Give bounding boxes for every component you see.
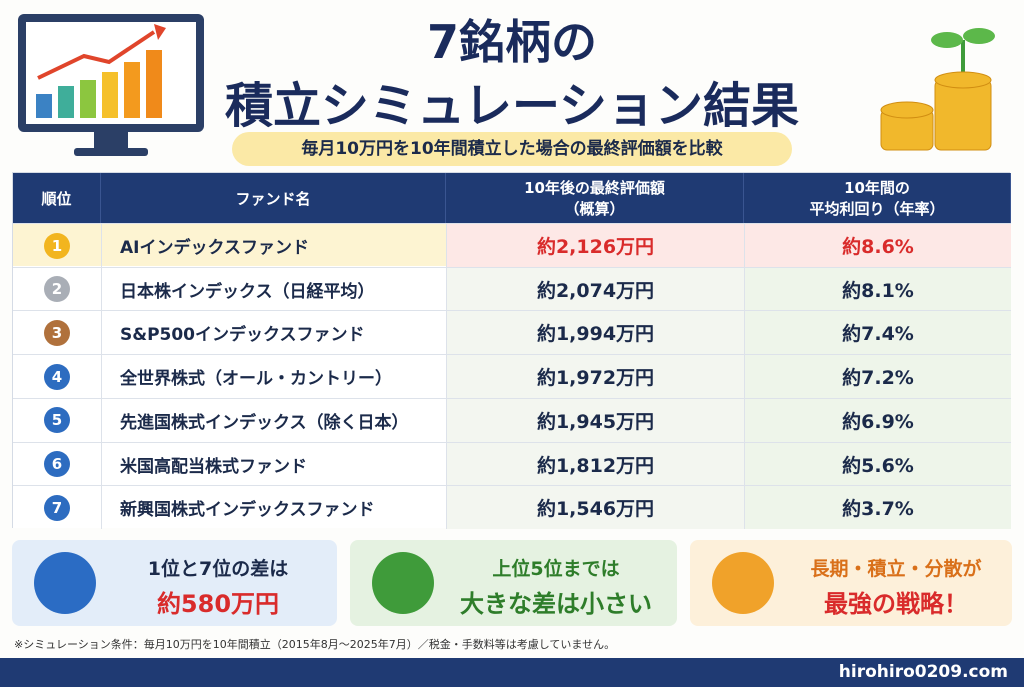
rank-badge: 2 [44, 276, 70, 303]
subtitle: 毎月10万円を10年間積立した場合の最終評価額を比較 [232, 132, 792, 166]
table-cell: 約2,074万円 [446, 267, 744, 311]
table-cell: 約6.9% [744, 398, 1011, 442]
rank-badge: 5 [44, 407, 70, 434]
highlight-text: 上位5位までは [492, 558, 620, 580]
table-cell: 全世界株式（オール・カントリー） [101, 355, 446, 399]
table-cell: 約7.4% [744, 311, 1011, 355]
table-cell: 約3.7% [744, 486, 1011, 530]
header-text: 順位 [41, 189, 72, 208]
rank-badge: 6 [44, 451, 70, 477]
highlight-box: 長期・積立・分散が最強の戦略！ [690, 540, 1012, 626]
rank-badge: 4 [44, 363, 70, 390]
rank-badge: 1 [44, 232, 70, 259]
title: 7銘柄の [426, 15, 597, 69]
table-cell: 米国高配当株式ファンド [101, 442, 446, 486]
table-cell: 4 [13, 355, 101, 398]
coins-icon [880, 28, 995, 151]
table-cell: 約7.2% [744, 355, 1011, 399]
table-row: 7 新興国株式インデックスファンド 約1,546万円 約3.7% [13, 485, 1011, 530]
table-cell: 7 [13, 486, 101, 529]
table-cell: 約1,945万円 [446, 398, 744, 442]
table-row: 4 全世界株式（オール・カントリー） 約1,972万円 約7.2% [13, 354, 1011, 399]
table-cell: 1 [13, 224, 101, 267]
highlight-box: 上位5位までは大きな差は小さい [350, 540, 677, 626]
table-row: 5 先進国株式インデックス（除く日本） 約1,945万円 約6.9% [13, 397, 1011, 442]
header-text: ファンド名 [235, 189, 311, 208]
table-cell: 6 [13, 443, 101, 486]
table-cell: 約1,546万円 [446, 486, 744, 530]
table-row: 2 日本株インデックス（日経平均） 約2,074万円 約8.1% [13, 266, 1011, 311]
table-cell: 5 [13, 399, 101, 442]
header-text: 10年間の [844, 179, 910, 197]
rank-badge: 7 [44, 494, 70, 521]
highlight-text: 最強の戦略！ [824, 590, 968, 618]
table-cell: 約1,972万円 [446, 355, 744, 399]
table-row: 3 S&P500インデックスファンド 約1,994万円 約7.4% [13, 310, 1011, 355]
table-cell: 3 [13, 311, 101, 354]
column-header: 10年後の最終評価額 （概算） [446, 173, 744, 223]
table-cell: 約1,994万円 [446, 311, 744, 355]
table-cell: 約8.1% [744, 267, 1011, 311]
footnote: ※シミュレーション条件：毎月10万円を10年間積立（2015年8月～2025年7… [14, 638, 616, 651]
table-cell: 約2,126万円 [446, 224, 744, 267]
table-cell: AIインデックスファンド [101, 224, 446, 267]
header-text: 10年後の最終評価額 [524, 179, 665, 197]
table-cell: 約5.6% [744, 442, 1011, 486]
column-header: ファンド名 [101, 173, 446, 223]
rank-badge: 3 [44, 319, 70, 346]
table-cell: S&P500インデックスファンド [101, 311, 446, 355]
footer: hirohiro0209.com [0, 658, 1024, 687]
monitor-icon [18, 14, 204, 156]
highlight-text: 大きな差は小さい [460, 590, 652, 618]
table-row: 6 米国高配当株式ファンド 約1,812万円 約5.6% [13, 441, 1011, 486]
table-cell: 先進国株式インデックス（除く日本） [101, 398, 446, 442]
column-header: 10年間の平均利回り（年率） [744, 173, 1011, 223]
column-header: 順位 [13, 173, 101, 223]
highlight-text: 約580万円 [156, 590, 280, 618]
highlight-text: 長期・積立・分散が [810, 558, 982, 580]
table-cell: 2 [13, 268, 101, 311]
title: 積立シミュレーション結果 [224, 78, 800, 134]
table-cell: 約8.6% [744, 224, 1011, 267]
header-text: （概算） [564, 200, 625, 218]
table-row: 1 AIインデックスファンド 約2,126万円 約8.6% [13, 223, 1011, 267]
table-cell: 新興国株式インデックスファンド [101, 486, 446, 530]
highlight-box: 1位と7位の差は約580万円 [12, 540, 337, 626]
header-text: 平均利回り（年率） [809, 200, 945, 218]
ranking-table: 順位 ファンド名 10年後の最終評価額 （概算） 10年間の平均利回り（年率） 1 AIイン… [12, 172, 1011, 530]
table-cell: 日本株インデックス（日経平均） [101, 267, 446, 311]
highlight-text: 1位と7位の差は [147, 558, 289, 580]
table-cell: 約1,812万円 [446, 442, 744, 486]
